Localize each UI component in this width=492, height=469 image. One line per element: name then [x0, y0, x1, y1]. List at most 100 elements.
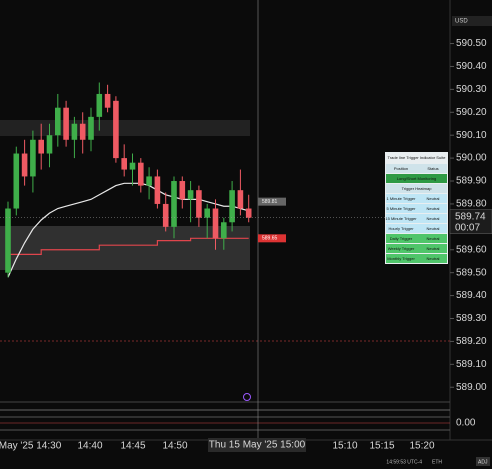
panel-cell: Neutral	[427, 226, 440, 231]
panel-cell: Position	[394, 166, 408, 171]
adj[interactable]: ADJ	[478, 459, 488, 465]
x-tick-label: 14:50	[162, 441, 187, 452]
panel-cell: Neutral	[427, 236, 440, 241]
last-price-box	[449, 209, 492, 234]
candle-body	[5, 208, 11, 273]
y-tick-label: 589.90	[456, 176, 487, 187]
panel-cell: Daily Trigger	[390, 236, 413, 241]
candle-body	[229, 190, 235, 223]
sell-label: 589.81	[262, 199, 278, 205]
panel-cell: Neutral	[427, 246, 440, 251]
panel-row	[386, 234, 447, 243]
y-tick-label: 590.40	[456, 61, 487, 72]
currency-box	[452, 16, 492, 26]
panel-row	[386, 204, 447, 213]
y-tick-label: 589.80	[456, 199, 487, 210]
panel-cell: Hourly Trigger	[388, 226, 414, 231]
y-tick-label: 589.20	[456, 336, 487, 347]
panel-row	[386, 224, 447, 233]
y-tick-label: 589.60	[456, 244, 487, 255]
candle-body	[13, 153, 20, 209]
panel-row	[386, 194, 447, 203]
trigger-label-box	[258, 234, 286, 243]
candle-body	[196, 190, 202, 218]
panel-cell: 15 Minute Trigger	[385, 216, 417, 221]
session: ETH	[432, 459, 442, 465]
panel-cell: 1 Minute Trigger	[387, 196, 417, 201]
candle-body	[179, 181, 186, 200]
candle-body	[121, 158, 127, 170]
candle-body	[96, 93, 103, 117]
candle-body	[104, 93, 111, 108]
crosshair-time-box	[208, 438, 306, 452]
y-tick-label: 589.10	[456, 359, 487, 370]
clock: 14:59:53 UTC-4	[386, 459, 422, 465]
panel-cell: Trigger Heatmap	[402, 186, 433, 191]
panel-row	[386, 184, 447, 193]
candle-body	[162, 203, 169, 227]
panel-cell: Neutral	[427, 206, 440, 211]
candle-body	[146, 176, 152, 186]
y-tick-label: 590.30	[456, 84, 487, 95]
countdown: 00:07	[455, 222, 480, 233]
y-tick-label: 589.50	[456, 267, 487, 278]
panel-cell: Weekly Trigger	[388, 246, 415, 251]
panel-row	[386, 174, 447, 183]
x-tick-label: 15:20	[409, 441, 434, 452]
candle-body	[38, 139, 44, 154]
panel-cell: Neutral	[427, 196, 440, 201]
trigger-label: 589.65	[262, 236, 278, 242]
y-tick-label: 589.30	[456, 313, 487, 324]
panel-cell: Status	[427, 166, 438, 171]
candle-body	[245, 208, 252, 218]
x-tick-label: 15:15	[369, 441, 394, 452]
candle-body	[30, 139, 36, 177]
x-tick-label: May '25 14:30	[0, 441, 62, 452]
panel-title: Trade line Trigger Indicator Suite	[388, 155, 447, 160]
panel-cell: Neutral	[427, 216, 440, 221]
x-tick-label: 14:40	[77, 441, 102, 452]
candle-body	[46, 135, 53, 154]
candle-body	[79, 123, 86, 140]
moving-average	[7, 182, 249, 278]
candle-body	[212, 208, 219, 239]
panel-row	[386, 164, 447, 173]
candle-body	[154, 176, 161, 204]
osc-label: 0.00	[456, 418, 476, 429]
y-tick-label: 590.50	[456, 38, 487, 49]
candle-body	[113, 100, 119, 159]
candle-body	[171, 181, 177, 227]
panel-cell: Neutral	[427, 256, 440, 261]
candle-body	[138, 162, 144, 186]
candle-body	[237, 190, 244, 209]
candle-body	[88, 116, 94, 140]
y-tick-label: 590.10	[456, 130, 487, 141]
zone	[0, 226, 250, 270]
trigger-line	[8, 237, 249, 255]
candle-body	[63, 107, 69, 140]
candle-body	[71, 123, 78, 140]
x-tick-label: 15:10	[332, 441, 357, 452]
panel-row	[386, 254, 447, 263]
currency: USD	[455, 19, 468, 25]
zone	[0, 120, 250, 136]
candle-body	[21, 153, 28, 177]
event-icon[interactable]	[243, 393, 251, 401]
y-tick-label: 589.40	[456, 290, 487, 301]
candle-body	[129, 162, 136, 170]
panel-cell: Monthly Trigger	[387, 256, 415, 261]
x-tick-label: 14:45	[120, 441, 145, 452]
panel-cell: 5 Minute Trigger	[387, 206, 417, 211]
sell-label-box	[258, 197, 286, 206]
y-tick-label: 590.00	[456, 153, 487, 164]
candle-body	[55, 107, 61, 136]
adj-box[interactable]	[476, 457, 490, 466]
last-price: 589.74	[455, 211, 486, 222]
candle-body	[221, 222, 227, 239]
crosshair-time: Thu 15 May '25 15:00	[209, 440, 306, 451]
y-tick-label: 589.00	[456, 382, 487, 393]
candle-body	[204, 208, 210, 218]
panel-row	[386, 214, 447, 223]
panel-row	[386, 244, 447, 253]
